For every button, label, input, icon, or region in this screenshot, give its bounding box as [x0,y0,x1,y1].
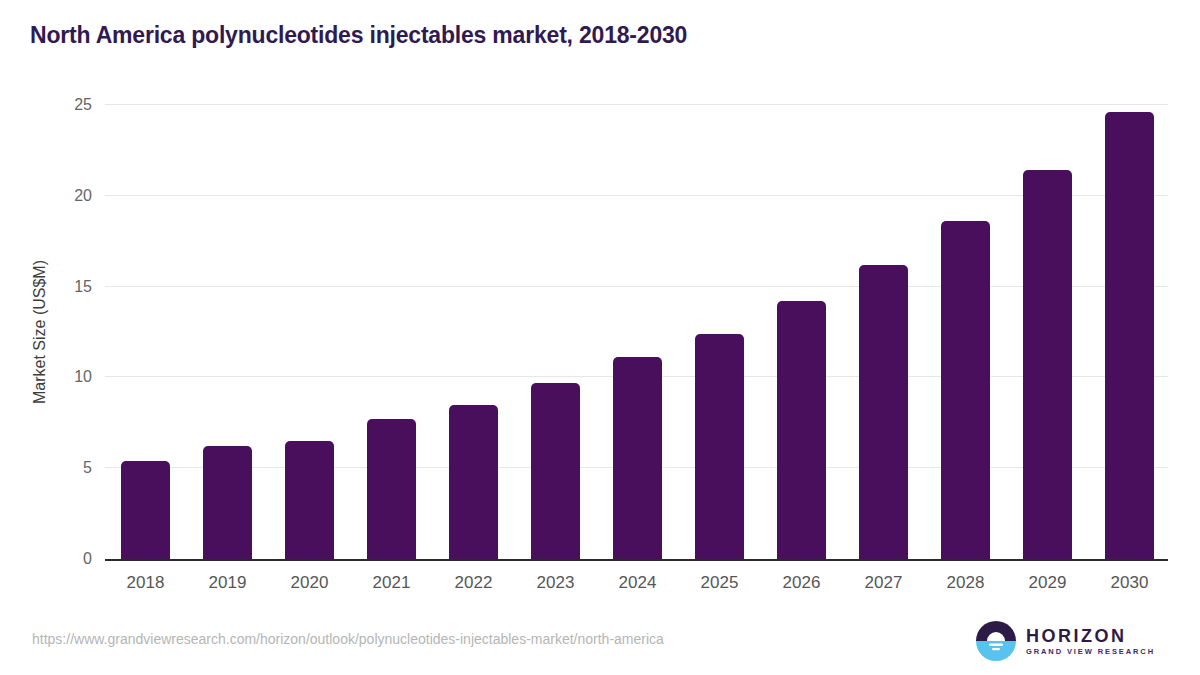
bar-slot-2024: 2024 [613,105,662,559]
bar-2021[interactable] [367,419,416,559]
y-tick-label-10: 10 [74,369,92,385]
bars-group: 2018 2019 2020 2021 2022 2023 2024 2025 2026 2027… [105,105,1168,559]
horizon-logo: HORIZON GRAND VIEW RESEARCH [976,621,1155,661]
bar-slot-2030: 2030 [1105,105,1154,559]
y-tick-label-20: 20 [74,188,92,204]
x-tick-label-2024: 2024 [619,573,657,593]
y-tick-label-25: 25 [74,97,92,113]
x-tick-label-2021: 2021 [373,573,411,593]
x-tick-label-2026: 2026 [783,573,821,593]
x-tick-label-2018: 2018 [127,573,165,593]
bar-2024[interactable] [613,357,662,559]
bar-2023[interactable] [531,383,580,559]
bar-slot-2028: 2028 [941,105,990,559]
x-tick-label-2030: 2030 [1111,573,1149,593]
y-tick-label-5: 5 [83,460,92,476]
bar-2019[interactable] [203,446,252,559]
bar-slot-2022: 2022 [449,105,498,559]
bar-2030[interactable] [1105,112,1154,559]
bar-2018[interactable] [121,461,170,559]
x-tick-label-2025: 2025 [701,573,739,593]
x-tick-label-2020: 2020 [291,573,329,593]
horizon-logo-text: HORIZON GRAND VIEW RESEARCH [1026,627,1155,656]
y-tick-label-0: 0 [83,551,92,567]
x-tick-label-2022: 2022 [455,573,493,593]
bar-slot-2025: 2025 [695,105,744,559]
x-tick-label-2027: 2027 [865,573,903,593]
bar-2026[interactable] [777,301,826,559]
bar-2020[interactable] [285,441,334,559]
bar-2027[interactable] [859,265,908,559]
horizon-logo-icon [976,621,1016,661]
bar-slot-2019: 2019 [203,105,252,559]
plot-area: 0510152025201820192020202120222023202420… [105,105,1168,561]
bar-slot-2026: 2026 [777,105,826,559]
x-tick-label-2029: 2029 [1029,573,1067,593]
bar-slot-2020: 2020 [285,105,334,559]
x-tick-label-2023: 2023 [537,573,575,593]
x-tick-label-2028: 2028 [947,573,985,593]
source-url: https://www.grandviewresearch.com/horizo… [32,631,664,647]
bar-slot-2018: 2018 [121,105,170,559]
logo-subtitle: GRAND VIEW RESEARCH [1026,648,1155,656]
bar-2028[interactable] [941,221,990,559]
bar-slot-2021: 2021 [367,105,416,559]
x-tick-label-2019: 2019 [209,573,247,593]
chart-title: North America polynucleotides injectable… [30,22,687,49]
bar-slot-2027: 2027 [859,105,908,559]
bar-slot-2023: 2023 [531,105,580,559]
y-tick-label-15: 15 [74,279,92,295]
bar-2025[interactable] [695,334,744,559]
y-axis-title: Market Size (US$M) [31,260,49,404]
bar-2022[interactable] [449,405,498,559]
bar-2029[interactable] [1023,170,1072,559]
chart-card: North America polynucleotides injectable… [0,0,1200,675]
bar-slot-2029: 2029 [1023,105,1072,559]
logo-name: HORIZON [1026,627,1155,645]
